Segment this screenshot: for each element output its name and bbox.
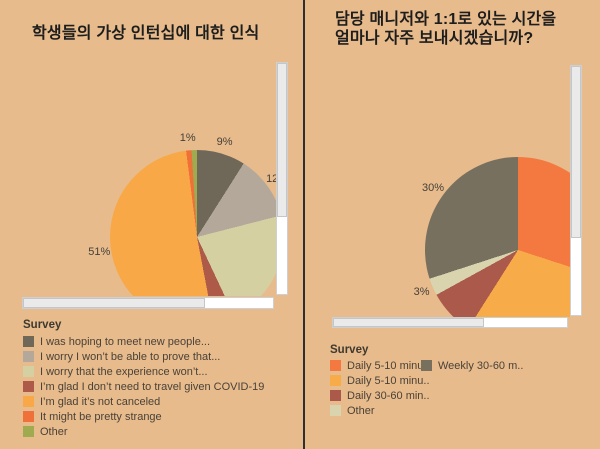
legend-swatch	[330, 375, 341, 386]
legend-swatch	[23, 396, 34, 407]
left-horizontal-scrollbar-thumb[interactable]	[23, 298, 205, 308]
legend-label: I was hoping to meet new people...	[40, 335, 210, 348]
legend-label: I’m glad I don’t need to travel given CO…	[40, 380, 265, 393]
legend-item[interactable]: I worry that the experience won’t...	[23, 364, 293, 379]
legend-label: Daily 5-10 minu..	[347, 374, 430, 387]
pie-slice-label: 1%	[179, 132, 196, 145]
legend-item[interactable]: Other	[23, 424, 293, 439]
left-chart-panel: 학생들의 가상 인턴십에 대한 인식 9% 12% 51% 1% Survey I w…	[22, 25, 293, 439]
right-chart-title-line1: 담당 매니저와 1:1로 있는 시간을	[335, 11, 557, 28]
left-pie-chart[interactable]	[110, 150, 276, 296]
left-vertical-scrollbar-thumb[interactable]	[277, 63, 287, 217]
right-vertical-scrollbar[interactable]	[570, 65, 582, 316]
right-chart-area: 3% 30%	[332, 65, 570, 317]
right-legend: Daily 5-10 minu.. Daily 5-10 minu.. Daily …	[330, 358, 590, 418]
legend-item[interactable]: Daily 5-10 minu..	[330, 373, 430, 388]
legend-item[interactable]: Weekly 30-60 m..	[421, 358, 523, 373]
legend-swatch	[23, 366, 34, 377]
right-chart-title-line2: 얼마나 자주 보내시겠습니까?	[335, 30, 534, 47]
legend-label: Other	[40, 425, 68, 438]
right-horizontal-scrollbar-thumb[interactable]	[333, 318, 484, 327]
right-horizontal-scrollbar[interactable]	[332, 317, 568, 328]
legend-label: I worry I won’t be able to prove that...	[40, 350, 221, 363]
legend-label: I worry that the experience won’t...	[40, 365, 208, 378]
legend-item[interactable]: I was hoping to meet new people...	[23, 334, 293, 349]
legend-item[interactable]: Daily 30-60 min..	[330, 388, 430, 403]
right-vertical-scrollbar-thumb[interactable]	[571, 66, 581, 238]
left-chart-title: 학생들의 가상 인턴십에 대한 인식	[32, 25, 260, 42]
pie-slice-label: 51%	[88, 246, 111, 259]
right-pie-chart[interactable]	[425, 157, 570, 317]
right-chart-panel: 담당 매니저와 1:1로 있는 시간을 얼마나 자주 보내시겠습니까? 3% 30…	[305, 0, 600, 449]
legend-swatch	[23, 336, 34, 347]
legend-item[interactable]: Other	[330, 403, 421, 418]
legend-item[interactable]: Daily 5-10 minu..	[330, 358, 430, 373]
legend-label: Other	[347, 404, 375, 417]
legend-swatch	[23, 351, 34, 362]
legend-label: It might be pretty strange	[40, 410, 162, 423]
pie-slice-label: 12%	[266, 172, 276, 185]
legend-item[interactable]: It might be pretty strange	[23, 409, 293, 424]
legend-swatch	[23, 411, 34, 422]
left-legend: I was hoping to meet new people... I worr…	[23, 334, 293, 439]
legend-label: Daily 30-60 min..	[347, 389, 430, 402]
pie-slice-label: 3%	[413, 285, 430, 298]
legend-item[interactable]: I’m glad I don’t need to travel given CO…	[23, 379, 293, 394]
left-horizontal-scrollbar[interactable]	[22, 297, 274, 309]
legend-swatch	[330, 360, 341, 371]
right-chart-title: 담당 매니저와 1:1로 있는 시간을 얼마나 자주 보내시겠습니까?	[335, 10, 556, 48]
left-chart-area: 9% 12% 51% 1%	[22, 62, 276, 296]
right-legend-title: Survey	[330, 344, 369, 356]
legend-item[interactable]: I worry I won’t be able to prove that...	[23, 349, 293, 364]
legend-label: Daily 5-10 minu..	[347, 359, 430, 372]
legend-swatch	[23, 381, 34, 392]
left-vertical-scrollbar[interactable]	[276, 62, 288, 295]
legend-swatch	[330, 405, 341, 416]
left-legend-title: Survey	[23, 319, 62, 331]
legend-swatch	[421, 360, 432, 371]
legend-swatch	[23, 426, 34, 437]
pie-slice-label: 9%	[216, 135, 233, 148]
panel-divider	[303, 0, 305, 449]
legend-label: I’m glad it’s not canceled	[40, 395, 161, 408]
legend-label: Weekly 30-60 m..	[438, 359, 524, 372]
legend-item[interactable]: I’m glad it’s not canceled	[23, 394, 293, 409]
pie-slice-label: 30%	[422, 182, 445, 195]
legend-swatch	[330, 390, 341, 401]
